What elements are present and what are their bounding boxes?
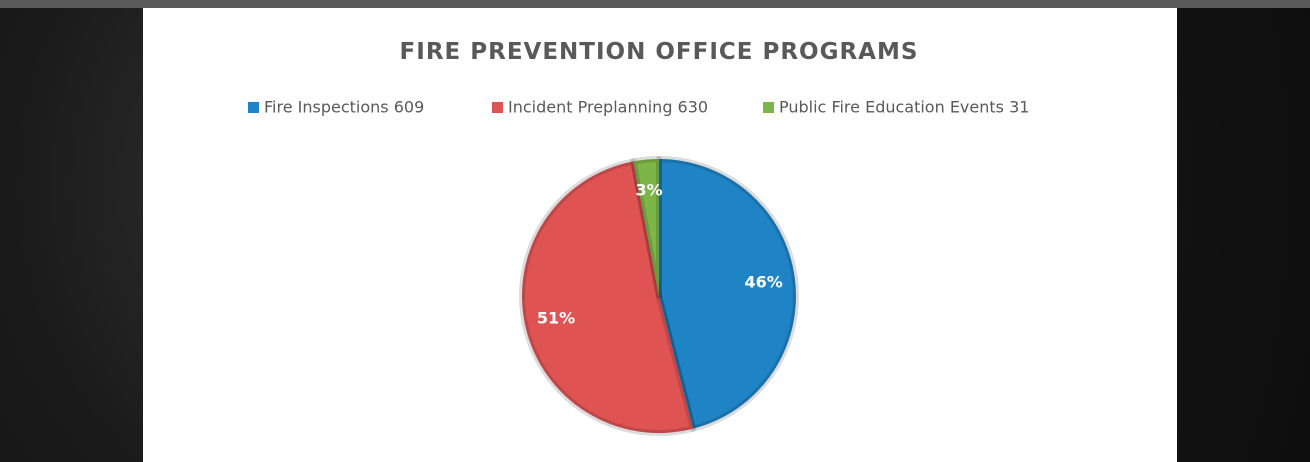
legend-label: Incident Preplanning 630 [508,98,708,117]
pie-slice [519,158,697,436]
legend-label: Public Fire Education Events 31 [779,98,1029,117]
top-band [0,0,1310,8]
chart-title: FIRE PREVENTION OFFICE PROGRAMS [400,39,919,65]
legend-swatch [763,102,774,113]
pie-slice [656,156,799,432]
legend-swatch [248,102,259,113]
legend-label: Fire Inspections 609 [264,98,424,117]
legend-swatch [492,102,503,113]
pie-slice [630,156,662,299]
data-label: 46% [745,272,783,291]
data-label: 51% [537,309,575,328]
data-label: 3% [635,180,662,199]
